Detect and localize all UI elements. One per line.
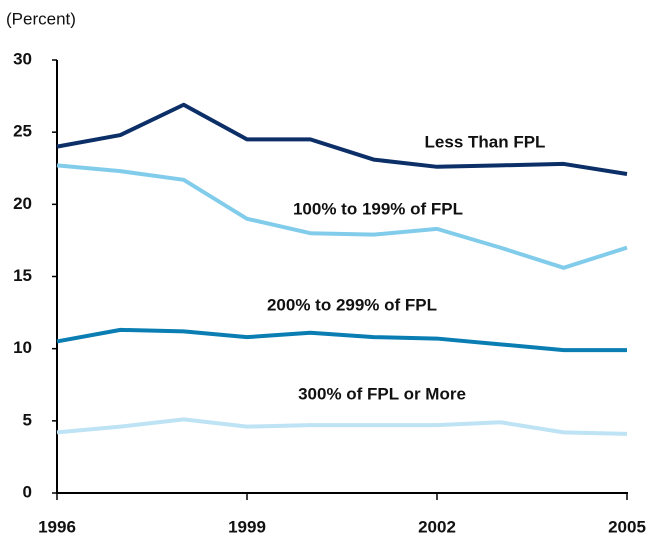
- y-tick-label: 5: [23, 410, 32, 429]
- series-line: [56, 102, 628, 176]
- series-label: 300% of FPL or More: [298, 384, 466, 403]
- y-tick-label: 25: [13, 122, 32, 141]
- series-label: 200% to 299% of FPL: [267, 295, 437, 314]
- x-tick-label: 1996: [38, 517, 76, 536]
- y-tick-label: 10: [13, 338, 32, 357]
- y-axis-label: (Percent): [6, 9, 76, 28]
- x-tick-label: 2002: [418, 517, 456, 536]
- x-tick-label: 2005: [608, 517, 646, 536]
- series-label: Less Than FPL: [425, 132, 546, 151]
- x-tick-label: 1999: [228, 517, 266, 536]
- series-line: [56, 417, 628, 436]
- series-label: 100% to 199% of FPL: [293, 199, 463, 218]
- y-tick-label: 15: [13, 266, 32, 285]
- y-tick-label: 20: [13, 194, 32, 213]
- series-line: [56, 163, 628, 270]
- y-tick-label: 30: [13, 49, 32, 68]
- y-tick-label: 0: [23, 482, 32, 501]
- series-line: [56, 327, 627, 353]
